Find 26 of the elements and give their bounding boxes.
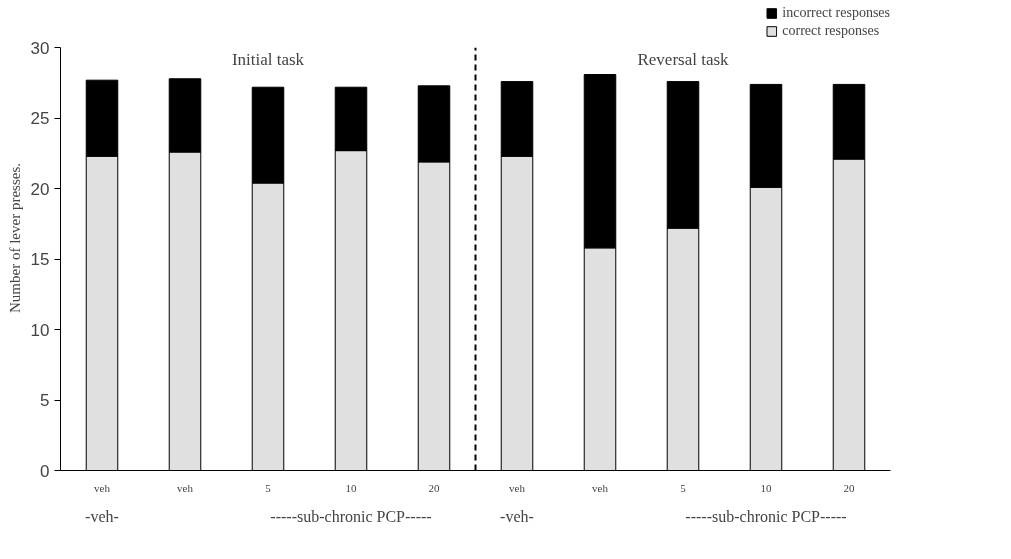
y-tick-label: 30 — [30, 38, 50, 58]
text: -veh- — [85, 507, 119, 525]
legend-label: correct responses — [782, 23, 880, 39]
annotation: Initial task — [231, 49, 305, 69]
y-tick-label: 25 — [30, 109, 50, 129]
y-axis-title: Number of lever presses. — [6, 163, 23, 313]
annotation: Reversal task — [637, 49, 730, 69]
y-tick-label: 5 — [40, 391, 50, 411]
text: -----sub-chronic PCP----- — [270, 507, 432, 525]
x-tick-label: 20 — [428, 481, 440, 494]
legend-label: incorrect responses — [782, 5, 890, 21]
x-tick-label: 5 — [680, 481, 687, 494]
y-tick-label: 15 — [30, 250, 50, 270]
text: -veh- — [500, 507, 534, 525]
x-tick-label: veh — [592, 481, 609, 494]
x-tick-label: 5 — [265, 481, 272, 494]
x-tick-label: veh — [177, 481, 194, 494]
x-tick-label: 10 — [345, 481, 357, 494]
x-tick-label: 10 — [760, 481, 772, 494]
y-tick-label: 20 — [30, 179, 50, 199]
x-tick-label: 20 — [843, 481, 855, 494]
text: -----sub-chronic PCP----- — [685, 507, 847, 525]
x-tick-label: veh — [94, 481, 111, 494]
y-tick-label: 10 — [30, 320, 50, 340]
x-tick-label: veh — [509, 481, 526, 494]
y-tick-label: 0 — [40, 461, 50, 481]
